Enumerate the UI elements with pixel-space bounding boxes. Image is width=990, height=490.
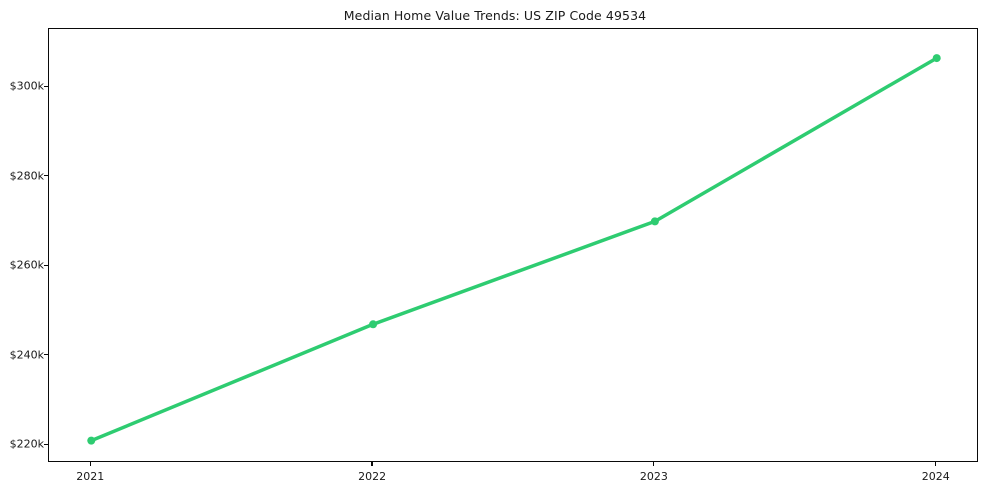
x-axis-tick-label: 2021	[76, 470, 105, 483]
y-axis-tick-label: $300k	[9, 79, 44, 93]
y-axis-tick-label: $260k	[9, 258, 44, 272]
data-point-marker	[932, 54, 941, 63]
y-axis-tick-label: $220k	[9, 437, 44, 451]
y-axis-tick-label: $240k	[9, 348, 44, 362]
y-axis-tick-label: $280k	[9, 169, 44, 183]
series-line-layer	[87, 54, 941, 445]
data-point-marker	[369, 320, 378, 329]
data-point-marker	[87, 436, 96, 445]
series-marker-group	[87, 54, 941, 445]
data-point-marker	[650, 217, 659, 226]
chart-title: Median Home Value Trends: US ZIP Code 49…	[343, 8, 647, 23]
series-line-median-home-value	[89, 56, 939, 443]
x-axis-tick-label: 2024	[921, 470, 950, 483]
plot-area	[48, 28, 978, 462]
x-axis-tick-label: 2022	[358, 470, 387, 483]
x-axis-tick-label: 2023	[639, 470, 668, 483]
